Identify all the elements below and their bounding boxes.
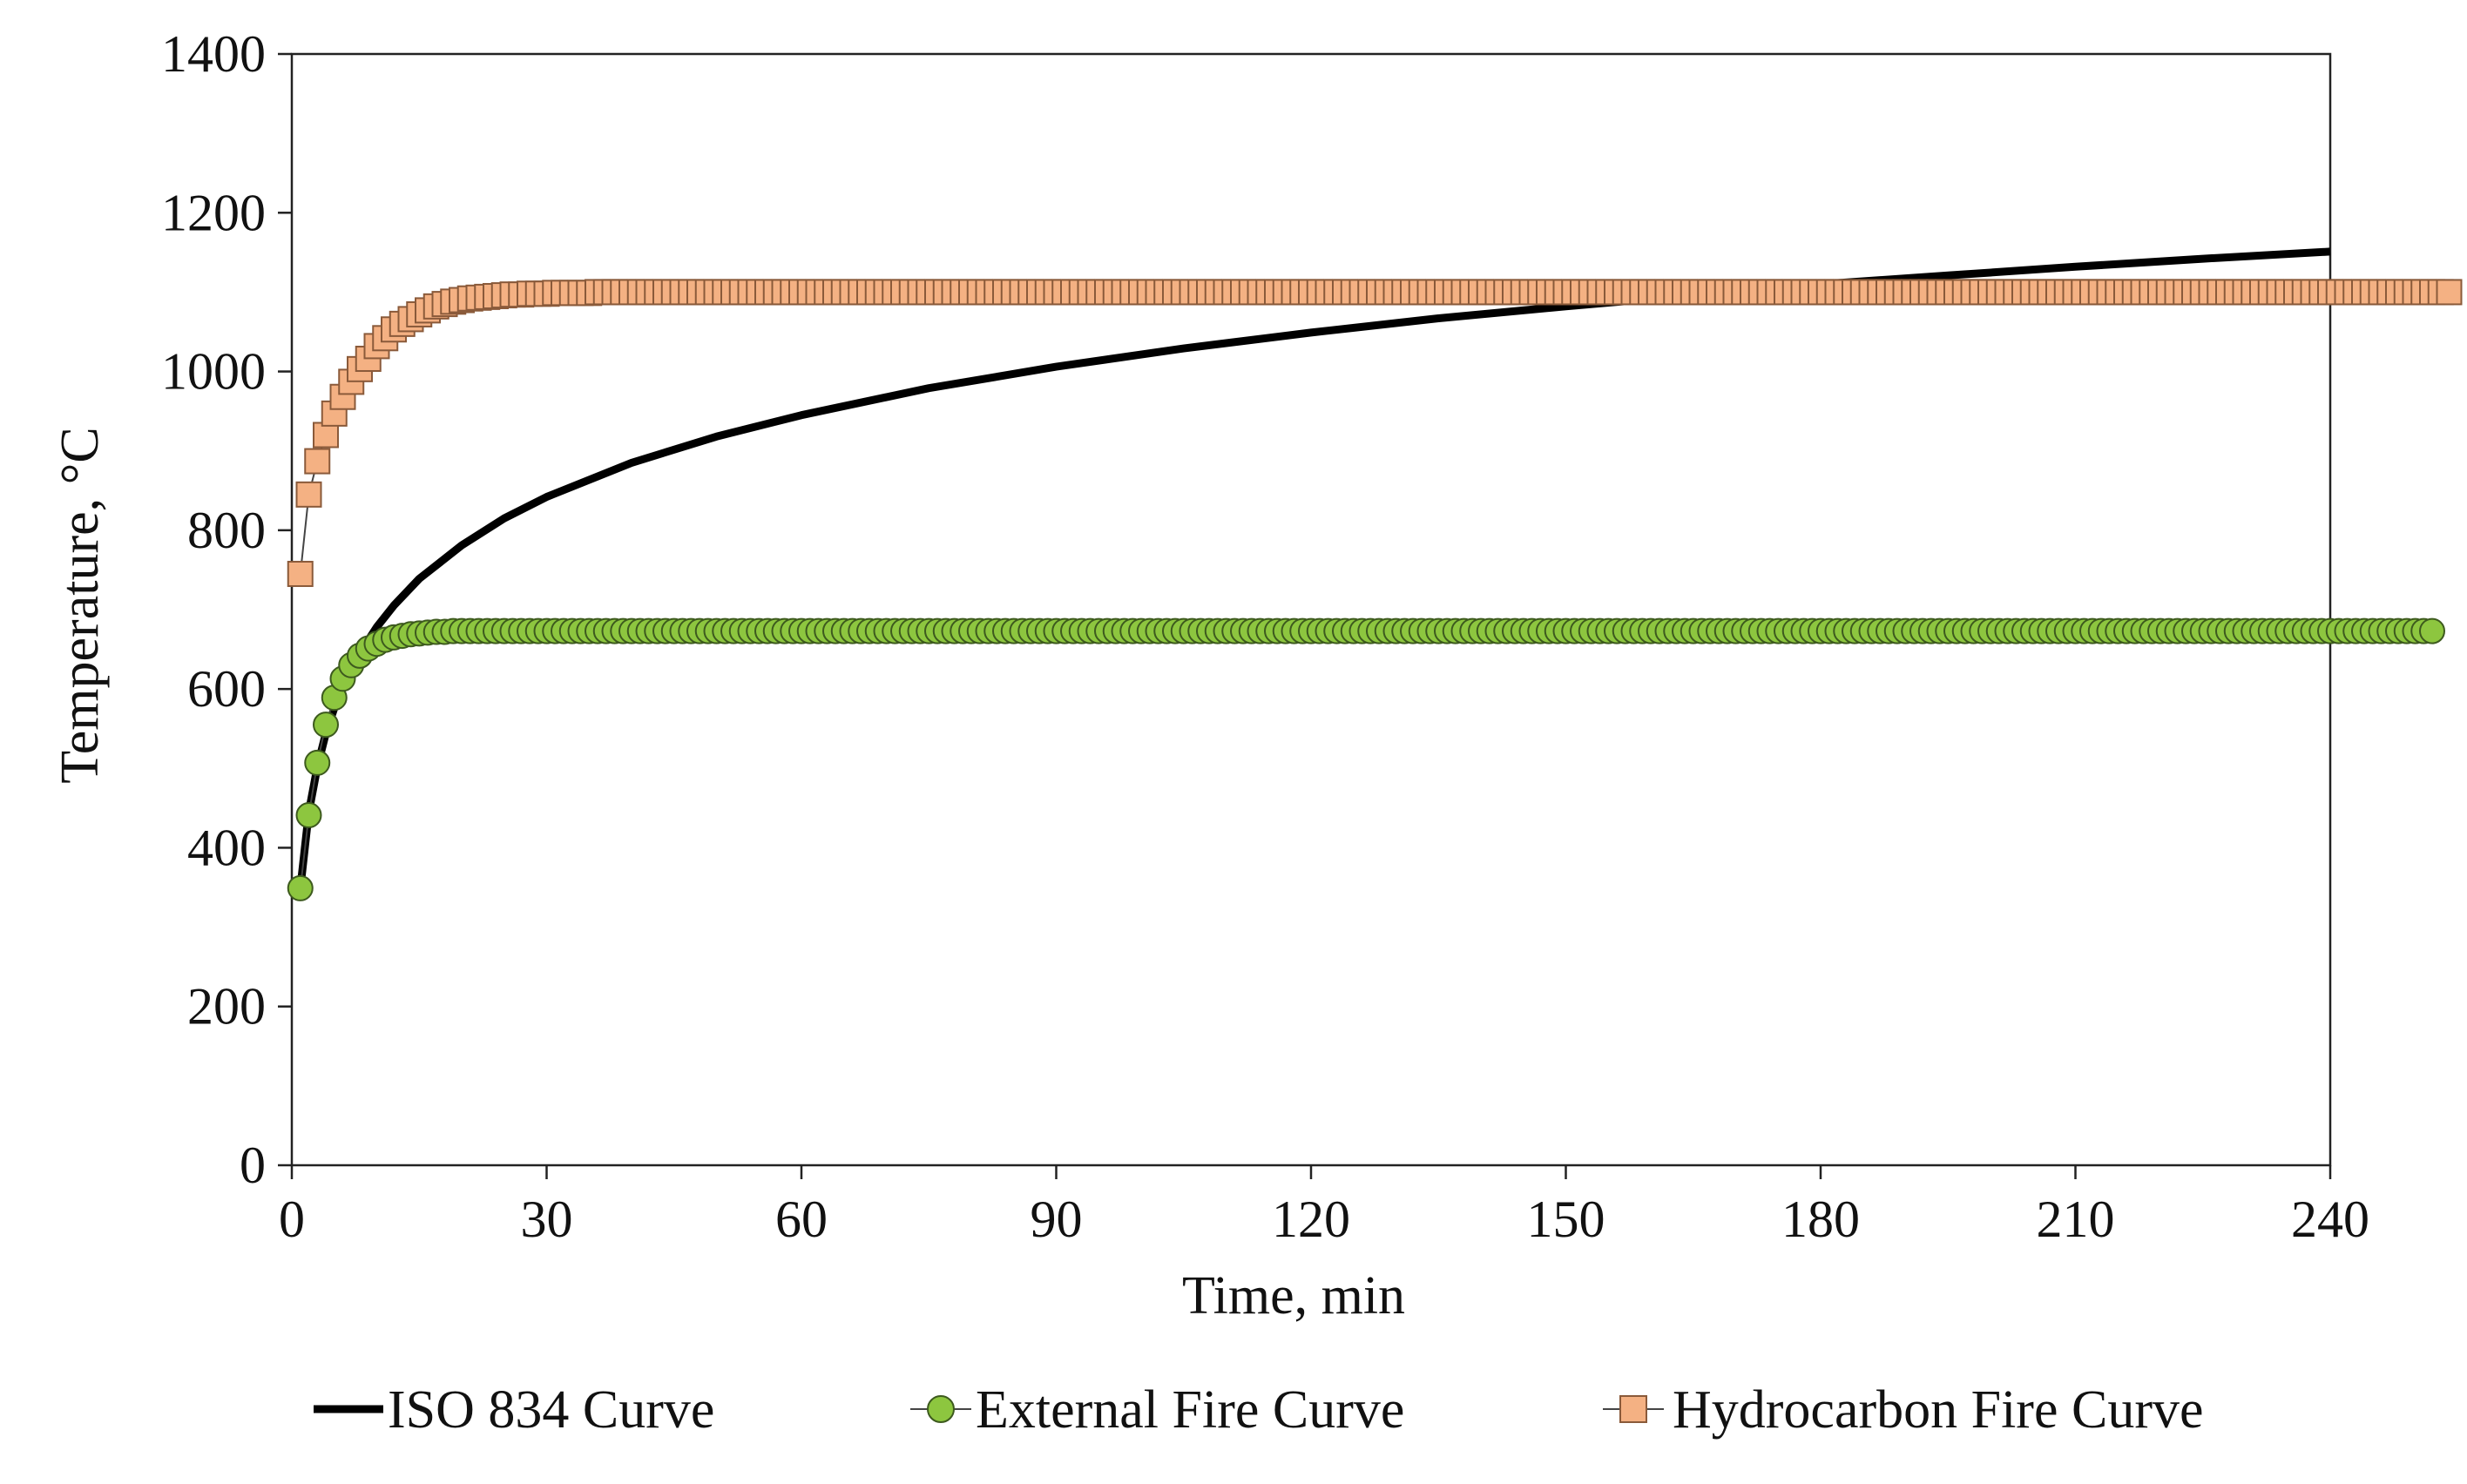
x-tick-label: 210 bbox=[2037, 1191, 2115, 1248]
y-tick-label: 0 bbox=[240, 1137, 266, 1194]
legend-item: ISO 834 Curve bbox=[314, 1380, 714, 1440]
y-tick-label: 800 bbox=[187, 502, 266, 559]
y-tick-label: 600 bbox=[187, 660, 266, 718]
data-point bbox=[287, 560, 314, 587]
legend-item: Hydrocarbon Fire Curve bbox=[1603, 1380, 2204, 1440]
y-axis-title: Temperature, °C bbox=[51, 427, 110, 784]
legend: ISO 834 Curve External Fire Curve Hydrocar… bbox=[314, 1380, 2204, 1440]
x-tick-label: 120 bbox=[1272, 1191, 1350, 1248]
legend-label: ISO 834 Curve bbox=[388, 1380, 714, 1440]
x-axis: 0 30 60 90 120 150 180 210 240 bbox=[279, 1165, 2369, 1248]
legend-marker-circle bbox=[927, 1395, 955, 1423]
x-tick-label: 240 bbox=[2291, 1191, 2369, 1248]
data-point bbox=[295, 481, 322, 508]
series-external-fire-curve bbox=[287, 617, 2445, 901]
data-point bbox=[313, 712, 339, 739]
series-hydrocarbon-fire-curve bbox=[287, 279, 2463, 587]
x-tick-label: 0 bbox=[279, 1191, 305, 1248]
y-tick-label: 1400 bbox=[161, 25, 266, 83]
data-point bbox=[304, 749, 331, 776]
y-tick-label: 400 bbox=[187, 819, 266, 876]
x-tick-label: 90 bbox=[1031, 1191, 1083, 1248]
y-tick-label: 1000 bbox=[161, 343, 266, 401]
series-layer bbox=[287, 247, 2463, 901]
x-tick-label: 180 bbox=[1781, 1191, 1860, 1248]
data-point bbox=[304, 448, 331, 475]
x-tick-label: 150 bbox=[1527, 1191, 1605, 1248]
data-point bbox=[2419, 617, 2445, 644]
y-axis: 0 200 400 600 800 1000 1200 1400 bbox=[161, 25, 292, 1194]
legend-marker-square bbox=[1619, 1395, 1647, 1423]
y-tick-label: 200 bbox=[187, 978, 266, 1035]
data-point bbox=[287, 874, 314, 901]
data-point bbox=[2436, 279, 2463, 306]
data-point bbox=[295, 802, 322, 829]
y-tick-label: 1200 bbox=[161, 184, 266, 241]
x-tick-label: 60 bbox=[775, 1191, 828, 1248]
legend-label: External Fire Curve bbox=[976, 1380, 1404, 1440]
legend-label: Hydrocarbon Fire Curve bbox=[1673, 1380, 2204, 1440]
data-point bbox=[313, 422, 339, 449]
x-axis-title: Time, min bbox=[1182, 1266, 1405, 1325]
legend-item: External Fire Curve bbox=[910, 1380, 1404, 1440]
x-tick-label: 30 bbox=[521, 1191, 573, 1248]
